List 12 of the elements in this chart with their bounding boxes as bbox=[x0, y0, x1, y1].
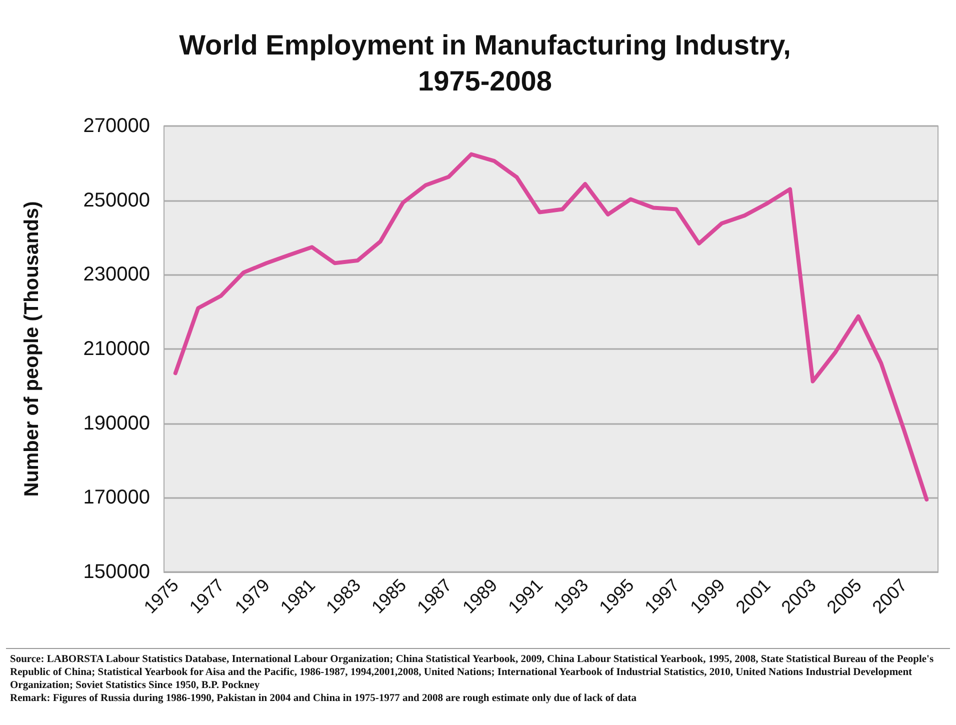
y-tick-label: 270000 bbox=[83, 115, 150, 137]
line-series bbox=[173, 152, 929, 502]
y-tick-label: 210000 bbox=[83, 338, 150, 360]
y-tick-label: 170000 bbox=[83, 486, 150, 509]
text: Remark: Figures of Russia during 1986-1990, Pakistan in 2004 and China in 1975-1977 and 2008 are rough estimate only due of lack of data bbox=[10, 692, 638, 705]
y-axis-title: Number of people (Thousands) bbox=[21, 201, 43, 497]
y-tick-label: 150000 bbox=[83, 561, 150, 583]
y-tick-label: 230000 bbox=[83, 264, 150, 286]
source-note: Source: LABORSTA Labour Statistics Database, International Labour Organization; China Statistical Yearbook, 2009, China Labour Statistical Yearbook, 1995, 2008, State Statistical Bureau of the People's Republic of China; Statistical Yearbook for Aisa and the Pacific, 1986-1987, 1994,2001,2008, United Nations; International Yearbook of Industrial Statistics, 2010, United Nations Industrial Development Organization; Soviet Statistics Since 1950, B.P. Pockney bbox=[10, 653, 935, 692]
chart-title: World Employment in Manufacturing Industry, 1975-2008 bbox=[179, 30, 791, 96]
y-tick-label: 190000 bbox=[83, 412, 150, 434]
y-tick-label: 250000 bbox=[83, 189, 150, 212]
